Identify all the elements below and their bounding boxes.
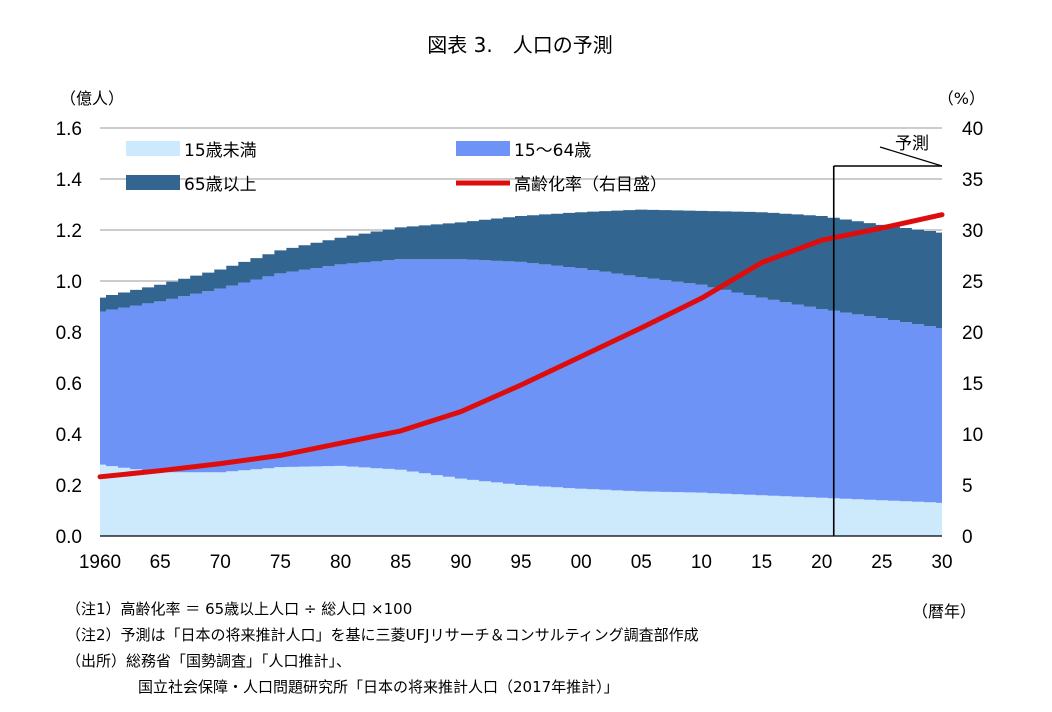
legend-label: 高齢化率（右目盛） xyxy=(514,175,667,195)
right-tick-label: 15 xyxy=(962,374,983,395)
x-tick-label: 80 xyxy=(330,552,351,573)
left-tick-label: 0.4 xyxy=(56,425,83,446)
x-tick-label: 75 xyxy=(270,552,291,573)
x-tick-label: 1960 xyxy=(79,552,121,573)
aging-rate-line xyxy=(97,212,945,480)
right-tick-label: 30 xyxy=(962,221,983,242)
x-tick-label: 70 xyxy=(210,552,231,573)
legend-item: 高齢化率（右目盛） xyxy=(456,175,667,195)
area-series xyxy=(100,209,942,536)
x-tick-label: 30 xyxy=(931,552,952,573)
legend-swatch xyxy=(456,141,510,156)
x-tick-label: 20 xyxy=(811,552,832,573)
left-tick-label: 1.2 xyxy=(56,221,82,242)
forecast-label: 予測 xyxy=(895,134,929,154)
left-tick-label: 0.2 xyxy=(56,476,82,497)
x-tick-label: 15 xyxy=(751,552,772,573)
legend: 15歳未満 15～64歳 65歳以上 高齢化率（右目盛） xyxy=(126,141,667,195)
left-tick-label: 0.6 xyxy=(56,374,82,395)
note-source: （出所）総務省「国勢調査」「人口推計」、 xyxy=(66,652,352,670)
area-1 xyxy=(100,259,942,503)
legend-label: 15歳未満 xyxy=(184,141,257,161)
legend-item: 15～64歳 xyxy=(456,141,591,161)
left-tick-label: 1.4 xyxy=(56,170,83,191)
area-2 xyxy=(100,209,942,329)
left-tick-label: 0.8 xyxy=(56,323,82,344)
chart-title: 図表 3. 人口の予測 xyxy=(427,33,612,57)
right-tick-label: 20 xyxy=(962,323,983,344)
right-axis-unit: （%） xyxy=(938,89,985,108)
forecast-marker: 予測 xyxy=(832,134,943,536)
note-2: （注2）予測は「日本の将来推計人口」を基に三菱UFJリサーチ＆コンサルティング調… xyxy=(66,626,699,644)
x-tick-label: 95 xyxy=(510,552,531,573)
right-tick-label: 35 xyxy=(962,170,983,191)
note-1: （注1）高齢化率 ＝ 65歳以上人口 ÷ 総人口 ×100 xyxy=(66,600,413,618)
x-tick-label: 00 xyxy=(571,552,592,573)
legend-swatch xyxy=(126,141,180,156)
legend-swatch xyxy=(126,175,180,190)
x-tick-label: 85 xyxy=(390,552,411,573)
legend-item: 65歳以上 xyxy=(126,175,257,195)
x-tick-label: 25 xyxy=(871,552,892,573)
legend-label: 15～64歳 xyxy=(514,141,591,161)
right-tick-label: 0 xyxy=(962,527,973,548)
left-tick-label: 0.0 xyxy=(56,527,82,548)
left-tick-label: 1.0 xyxy=(56,272,82,293)
right-tick-label: 40 xyxy=(962,119,983,140)
note-source-2: 国立社会保障・人口問題研究所「日本の将来推計人口（2017年推計）」 xyxy=(138,678,619,696)
right-tick-label: 5 xyxy=(962,476,973,497)
x-tick-label: 10 xyxy=(691,552,712,573)
axes: 0.00.20.40.60.81.01.21.41.60510152025303… xyxy=(56,119,984,573)
x-tick-label: 65 xyxy=(150,552,171,573)
left-axis-unit: （億人） xyxy=(60,89,124,108)
forecast-pointer xyxy=(879,146,943,167)
line-series xyxy=(97,212,945,480)
right-tick-label: 10 xyxy=(962,425,983,446)
legend-label: 65歳以上 xyxy=(184,175,257,195)
area-0 xyxy=(100,464,942,536)
x-tick-label: 90 xyxy=(450,552,471,573)
x-tick-label: 05 xyxy=(631,552,652,573)
x-axis-unit: （暦年） xyxy=(912,602,977,621)
right-tick-label: 25 xyxy=(962,272,983,293)
left-tick-label: 1.6 xyxy=(56,119,82,140)
legend-item: 15歳未満 xyxy=(126,141,257,161)
